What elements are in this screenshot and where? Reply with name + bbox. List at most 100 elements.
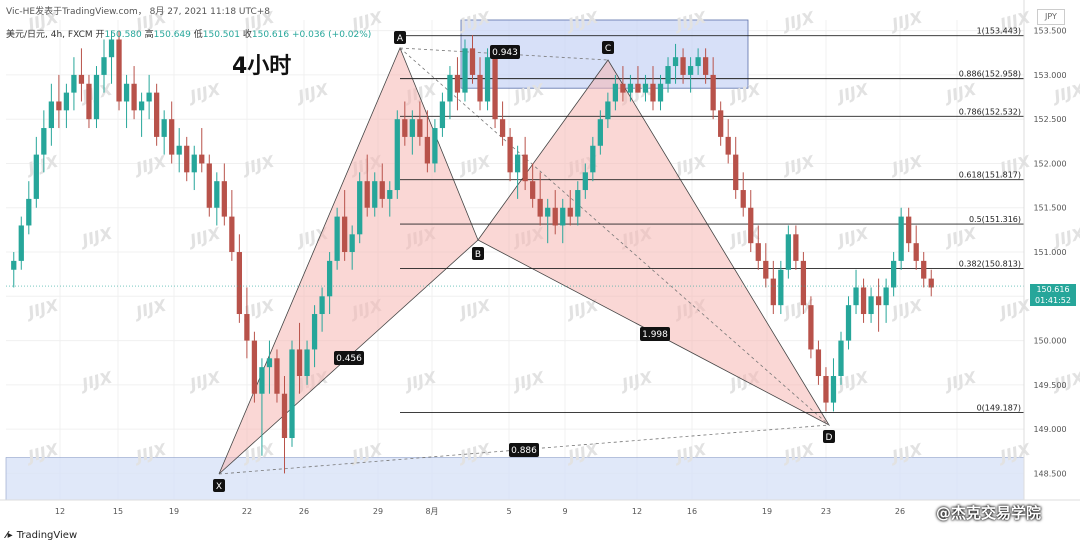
ratio-badge bbox=[640, 327, 670, 341]
high-label: 高 bbox=[144, 30, 154, 40]
x-tick-label: 30 bbox=[952, 507, 962, 516]
y-tick-label: 153.000 bbox=[1033, 71, 1066, 80]
candle-body bbox=[545, 207, 551, 217]
candle-body bbox=[214, 181, 220, 208]
candle-body bbox=[845, 305, 852, 341]
candle-body bbox=[868, 296, 874, 315]
candle-body bbox=[740, 190, 746, 208]
currency-badge[interactable]: JPY bbox=[1037, 9, 1065, 25]
watermark-text: JIJX bbox=[455, 152, 493, 179]
candle-body bbox=[612, 83, 619, 102]
watermark-text: JIJX bbox=[185, 224, 223, 251]
candle-body bbox=[454, 74, 461, 93]
candle-body bbox=[296, 349, 303, 377]
last-price: 150.616 bbox=[1036, 285, 1070, 294]
timeframe-label: 4小时 bbox=[232, 54, 292, 79]
watermark-text: JIJX bbox=[995, 296, 1033, 323]
x-tick-label: 12 bbox=[632, 507, 642, 516]
x-tick-label: 19 bbox=[762, 507, 772, 516]
candle-body bbox=[665, 66, 671, 84]
close-label: 收 bbox=[242, 30, 252, 40]
candle-body bbox=[334, 216, 340, 261]
candle-body bbox=[898, 216, 904, 261]
candle-body bbox=[620, 83, 626, 93]
candle-body bbox=[184, 145, 190, 173]
candle-body bbox=[364, 181, 370, 208]
x-axis[interactable]: 12 15 19 22 26 29 8月 5 9 12 16 19 23 26 30 bbox=[0, 499, 1080, 516]
candle-body bbox=[229, 216, 235, 253]
candle-body bbox=[718, 110, 724, 137]
candle-body bbox=[702, 57, 709, 75]
candle-body bbox=[447, 74, 453, 102]
candle-body bbox=[409, 119, 415, 137]
candle-body bbox=[590, 145, 596, 173]
harmonic-pattern[interactable] bbox=[218, 46, 831, 475]
candle-body bbox=[597, 119, 603, 146]
candle-body bbox=[18, 225, 24, 261]
candle-body bbox=[499, 119, 506, 137]
watermark-text: JIJX bbox=[185, 80, 223, 107]
y-axis[interactable]: 148.500149.000149.500150.000150.500151.0… bbox=[1023, 0, 1067, 500]
candle-body bbox=[484, 57, 491, 102]
point-label: A bbox=[397, 34, 404, 44]
candle-body bbox=[432, 128, 438, 164]
candle-body bbox=[823, 376, 829, 403]
candle-body bbox=[146, 92, 152, 102]
low-value: 150.501 bbox=[202, 30, 240, 40]
x-tick-label: 9 bbox=[562, 507, 567, 516]
candle-body bbox=[154, 92, 160, 137]
ratio-label: 0.943 bbox=[492, 48, 518, 58]
tradingview-logo[interactable]: ⁄▸ TradingView bbox=[6, 530, 77, 541]
candle-body bbox=[101, 57, 107, 75]
watermark-text: JIJX bbox=[23, 152, 61, 179]
candle-body bbox=[552, 207, 558, 226]
candle-body bbox=[838, 340, 844, 377]
x-tick-label: 15 bbox=[113, 507, 123, 516]
fib-label: 0.786(152.532) bbox=[959, 107, 1021, 116]
candle-body bbox=[695, 57, 701, 67]
candle-body bbox=[928, 278, 934, 288]
watermark-text: JIJX bbox=[131, 152, 169, 179]
candle-body bbox=[63, 92, 70, 111]
watermark-text: JIJX bbox=[887, 152, 925, 179]
candle-body bbox=[274, 358, 280, 394]
tradingview-mark-icon: ⁄▸ bbox=[6, 530, 13, 541]
open-value: 150.580 bbox=[104, 30, 142, 40]
ratio-label: 1.998 bbox=[642, 330, 668, 340]
candle-body bbox=[71, 74, 77, 93]
point-label: C bbox=[605, 44, 611, 54]
fib-label: 0.382(150.813) bbox=[959, 260, 1021, 269]
watermark-text: JIJX bbox=[833, 224, 871, 251]
x-tick-label: 23 bbox=[821, 507, 831, 516]
watermark-text: JIJX bbox=[833, 80, 871, 107]
candle-body bbox=[680, 57, 686, 75]
watermark-text: JIJX bbox=[1049, 80, 1080, 107]
x-tick-label: 26 bbox=[895, 507, 905, 516]
candle-body bbox=[567, 207, 573, 217]
candle-body bbox=[733, 154, 739, 191]
candle-body bbox=[394, 119, 400, 191]
candles bbox=[6, 30, 1024, 474]
candle-body bbox=[913, 243, 919, 261]
point-label: X bbox=[216, 482, 222, 492]
candle-body bbox=[815, 349, 822, 377]
watermark-text: JIJX bbox=[779, 152, 817, 179]
watermark-text: JIJX bbox=[401, 368, 439, 395]
ratio-label: 0.886 bbox=[511, 446, 537, 456]
candle-body bbox=[778, 269, 784, 306]
y-tick-label: 149.000 bbox=[1033, 425, 1066, 434]
candle-body bbox=[93, 74, 100, 120]
point-marker bbox=[823, 430, 835, 443]
candle-body bbox=[635, 83, 641, 93]
y-tick-label: 152.000 bbox=[1033, 159, 1066, 168]
fib-label: 0.618(151.817) bbox=[959, 171, 1021, 180]
watermark-text: JIJX bbox=[509, 368, 547, 395]
ratio-label: 0.456 bbox=[336, 354, 362, 364]
watermark-text: JIJX bbox=[887, 296, 925, 323]
candle-body bbox=[56, 101, 62, 111]
fib-label: 0(149.187) bbox=[977, 404, 1021, 413]
fibonacci-levels[interactable]: 1(153.443) 0.886(152.958) 0.786(152.532) 0.… bbox=[400, 27, 1024, 414]
watermark-text: JIJX bbox=[941, 80, 979, 107]
high-value: 150.649 bbox=[153, 30, 191, 40]
